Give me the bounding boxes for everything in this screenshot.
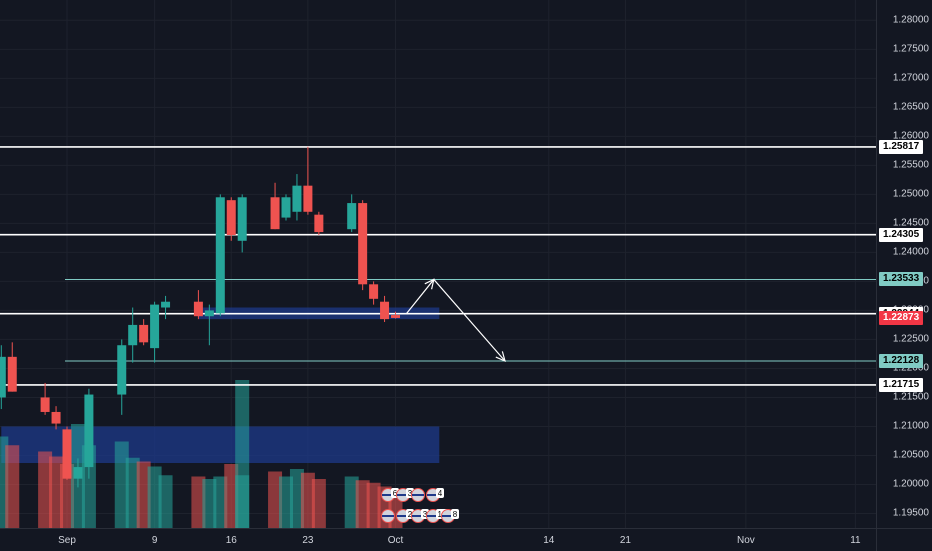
candle-body[interactable] <box>303 185 313 212</box>
time-tick-label: 11 <box>850 535 861 546</box>
price-tick-label: 1.24500 <box>892 217 929 229</box>
volume-bar <box>191 476 206 528</box>
arrow-head <box>495 351 506 363</box>
candle-body[interactable] <box>391 315 400 318</box>
price-tick-label: 1.22500 <box>892 333 929 345</box>
candle-body[interactable] <box>51 411 61 424</box>
time-axis[interactable]: Sep 9 16 23 Oct 14 21 Nov 11 <box>0 528 876 551</box>
candle-body[interactable] <box>369 284 379 299</box>
candle-body[interactable] <box>237 197 247 241</box>
candle-body[interactable] <box>270 197 280 230</box>
candle-body[interactable] <box>380 301 390 320</box>
candle-body[interactable] <box>7 356 17 392</box>
candle-body[interactable] <box>193 301 203 317</box>
volume-bar <box>224 464 239 528</box>
volume-bar <box>366 482 381 528</box>
volume-bar <box>125 457 140 528</box>
candle-body[interactable] <box>292 185 302 212</box>
candle-body[interactable] <box>139 324 149 343</box>
candle-body[interactable] <box>62 429 72 479</box>
volume-bar <box>344 476 359 528</box>
candle-body[interactable] <box>204 310 214 317</box>
volume-bar <box>300 472 315 528</box>
time-tick-label: 23 <box>302 535 314 546</box>
volume-bar <box>49 456 64 528</box>
time-tick-label: 21 <box>619 535 631 546</box>
price-tick-label: 1.19500 <box>892 507 929 519</box>
candle-body[interactable] <box>0 356 6 398</box>
price-tick-label: 1.20500 <box>892 449 929 461</box>
volume-bar <box>136 461 151 528</box>
price-tick-label: 1.22000 <box>892 362 929 374</box>
price-tick-label: 1.21000 <box>892 420 929 432</box>
price-tick-label: 1.27500 <box>892 43 929 55</box>
volume-bar <box>158 475 173 528</box>
candle-body[interactable] <box>347 203 357 230</box>
price-tick-label: 1.25000 <box>892 188 929 200</box>
event-count-label: 4 <box>438 489 443 498</box>
volume-bar <box>202 479 217 528</box>
candlestick-chart[interactable]: 63423128 <box>0 0 876 528</box>
candle-body[interactable] <box>281 197 291 218</box>
volume-bar <box>60 464 74 528</box>
event-count-label: 6 <box>393 489 398 498</box>
candle-body[interactable] <box>314 214 324 233</box>
chart-pane[interactable]: 63423128 <box>0 0 876 528</box>
volume-bar <box>279 476 293 528</box>
volume-bar <box>5 445 20 528</box>
candle-body[interactable] <box>215 197 225 314</box>
volume-bar <box>147 466 162 528</box>
time-tick-label: Sep <box>58 535 76 546</box>
volume-bar <box>268 471 283 528</box>
candle-body[interactable] <box>161 301 171 308</box>
volume-bar <box>311 479 326 528</box>
price-tick-label: 1.24000 <box>892 246 929 258</box>
event-count-label: 8 <box>453 510 458 519</box>
candle-body[interactable] <box>358 203 368 285</box>
candle-body[interactable] <box>84 394 94 468</box>
price-level-badge[interactable]: 1.23533 <box>879 272 924 287</box>
price-tick-label: 1.25500 <box>892 159 929 171</box>
event-count-label: 2 <box>408 510 413 519</box>
arrow-head <box>424 278 435 290</box>
price-level-badge[interactable]: 1.22128 <box>879 354 924 368</box>
price-tick-label: 1.28000 <box>892 14 929 26</box>
event-count-label: 3 <box>423 510 428 519</box>
volume-bar <box>0 436 9 528</box>
candle-body[interactable] <box>128 324 138 346</box>
price-tick-label: 1.20000 <box>892 478 929 490</box>
time-tick-label: 14 <box>543 535 555 546</box>
price-level-badge[interactable]: 1.24305 <box>879 227 924 242</box>
price-tick-label: 1.27000 <box>892 72 929 84</box>
volume-bar <box>289 469 304 528</box>
price-tick-label: 1.26500 <box>892 101 929 113</box>
price-level-badge[interactable]: 1.25817 <box>879 139 924 154</box>
candle-body[interactable] <box>117 345 127 395</box>
candle-body[interactable] <box>73 467 83 479</box>
price-level-badge[interactable]: 1.21715 <box>879 377 924 392</box>
time-tick-label: 16 <box>225 535 237 546</box>
event-count-badge <box>451 509 459 519</box>
price-level-badge[interactable]: 1.22873 <box>879 310 924 325</box>
event-count-badge <box>436 488 444 498</box>
price-tick-label: 1.26000 <box>892 130 929 142</box>
axis-corner <box>876 528 932 551</box>
candle-body[interactable] <box>150 304 160 349</box>
time-tick-label: Oct <box>387 535 404 546</box>
time-tick-label: Nov <box>736 535 755 546</box>
volume-bar <box>235 380 250 528</box>
price-axis[interactable]: 1.28000 1.27500 1.27000 1.26500 1.26000 1.255… <box>876 0 932 528</box>
projection-path[interactable] <box>405 278 506 362</box>
volume-bar <box>355 480 370 528</box>
candle-body[interactable] <box>226 200 236 235</box>
event-count-label: 3 <box>408 489 413 498</box>
candle-body[interactable] <box>40 397 50 412</box>
time-tick-label: 9 <box>151 535 158 546</box>
price-tick-label: 1.21500 <box>892 391 929 403</box>
volume-bar <box>213 476 228 528</box>
volume-bar <box>114 441 129 528</box>
volume-bar <box>38 451 53 528</box>
